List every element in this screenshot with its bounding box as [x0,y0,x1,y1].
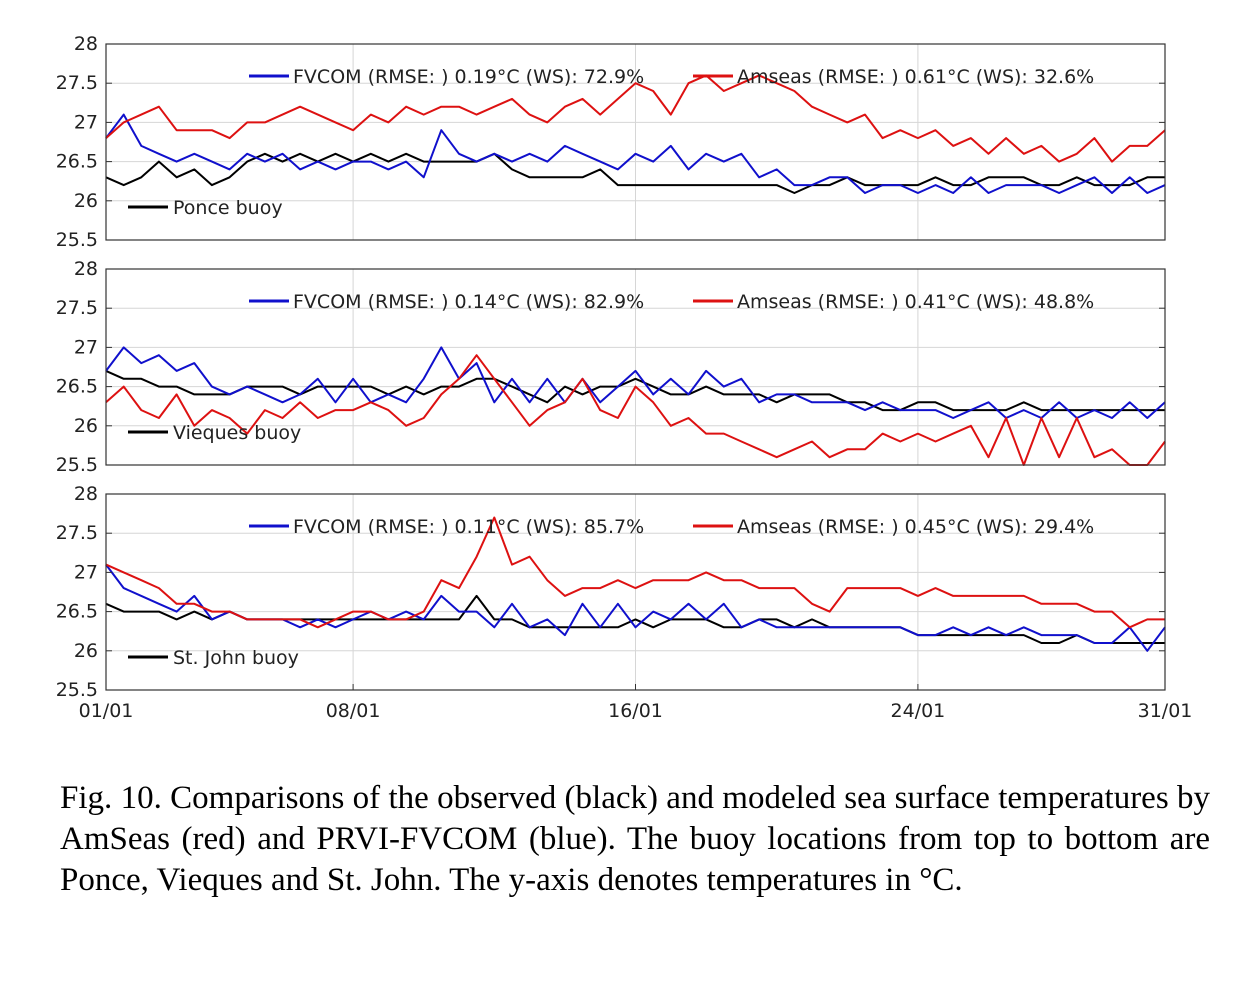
x-tick-label: 31/01 [1138,700,1193,722]
y-tick-label: 25.5 [56,679,98,701]
observed-series-line [105,369,1165,412]
x-tick-label: 16/01 [608,700,663,722]
amseas-series-line [105,354,1166,466]
fvcom-series-line [105,346,1166,419]
legend-buoy-label: St. John buoy [173,647,299,669]
y-tick-label: 27 [74,336,98,358]
y-tick-label: 26.5 [56,601,98,623]
y-tick-label: 26 [74,190,98,212]
legend-fvcom-label: FVCOM (RMSE: ) 0.19°C (WS): 72.9% [293,66,644,88]
x-tick-label: 08/01 [326,700,381,722]
x-tick-label: 24/01 [891,700,946,722]
fvcom-series-line [105,113,1166,194]
y-tick-label: 26.5 [56,151,98,173]
y-tick-label: 27.5 [56,522,98,544]
legend-amseas-label: Amseas (RMSE: ) 0.61°C (WS): 32.6% [737,66,1094,88]
amseas-series-line [105,516,1165,629]
plot-frame [105,268,1166,466]
y-tick-label: 25.5 [56,229,98,251]
panel-3: 28 27.5 27 26.5 26 25.5 FVCOM (RMSE: ) 0.11°C … [56,483,1193,722]
y-tick-label: 26 [74,640,98,662]
y-tick-label: 27 [74,561,98,583]
y-tick-label: 28 [74,483,98,505]
y-tick-label: 28 [74,258,98,280]
legend-fvcom-label: FVCOM (RMSE: ) 0.11°C (WS): 85.7% [293,516,644,538]
plot-frame [105,43,1166,241]
y-tick-label: 25.5 [56,454,98,476]
x-tick-label: 01/01 [79,700,134,722]
legend-amseas-label: Amseas (RMSE: ) 0.41°C (WS): 48.8% [737,291,1094,313]
sea-surface-temperature-figure: 28 27.5 27 26.5 26 25.5 FVCOM (RMSE: ) 0.19°C … [56,33,1193,722]
figure-caption: Fig. 10. Comparisons of the observed (bl… [60,780,1210,898]
y-tick-label: 27.5 [56,297,98,319]
amseas-series-line [105,74,1166,163]
legend-buoy-label: Vieques buoy [173,422,301,444]
panel-2: 28 27.5 27 26.5 26 25.5 FVCOM (RMSE: ) 0.14°C … [56,258,1166,476]
legend-buoy-label: Ponce buoy [173,197,283,219]
legend-fvcom-label: FVCOM (RMSE: ) 0.14°C (WS): 82.9% [293,291,644,313]
y-tick-label: 26 [74,415,98,437]
y-tick-label: 27 [74,111,98,133]
y-tick-label: 27.5 [56,72,98,94]
y-tick-label: 28 [74,33,98,55]
panel-1: 28 27.5 27 26.5 26 25.5 FVCOM (RMSE: ) 0.19°C … [56,33,1166,251]
legend-amseas-label: Amseas (RMSE: ) 0.45°C (WS): 29.4% [737,516,1094,538]
y-tick-label: 26.5 [56,376,98,398]
observed-series-line [105,152,1165,194]
